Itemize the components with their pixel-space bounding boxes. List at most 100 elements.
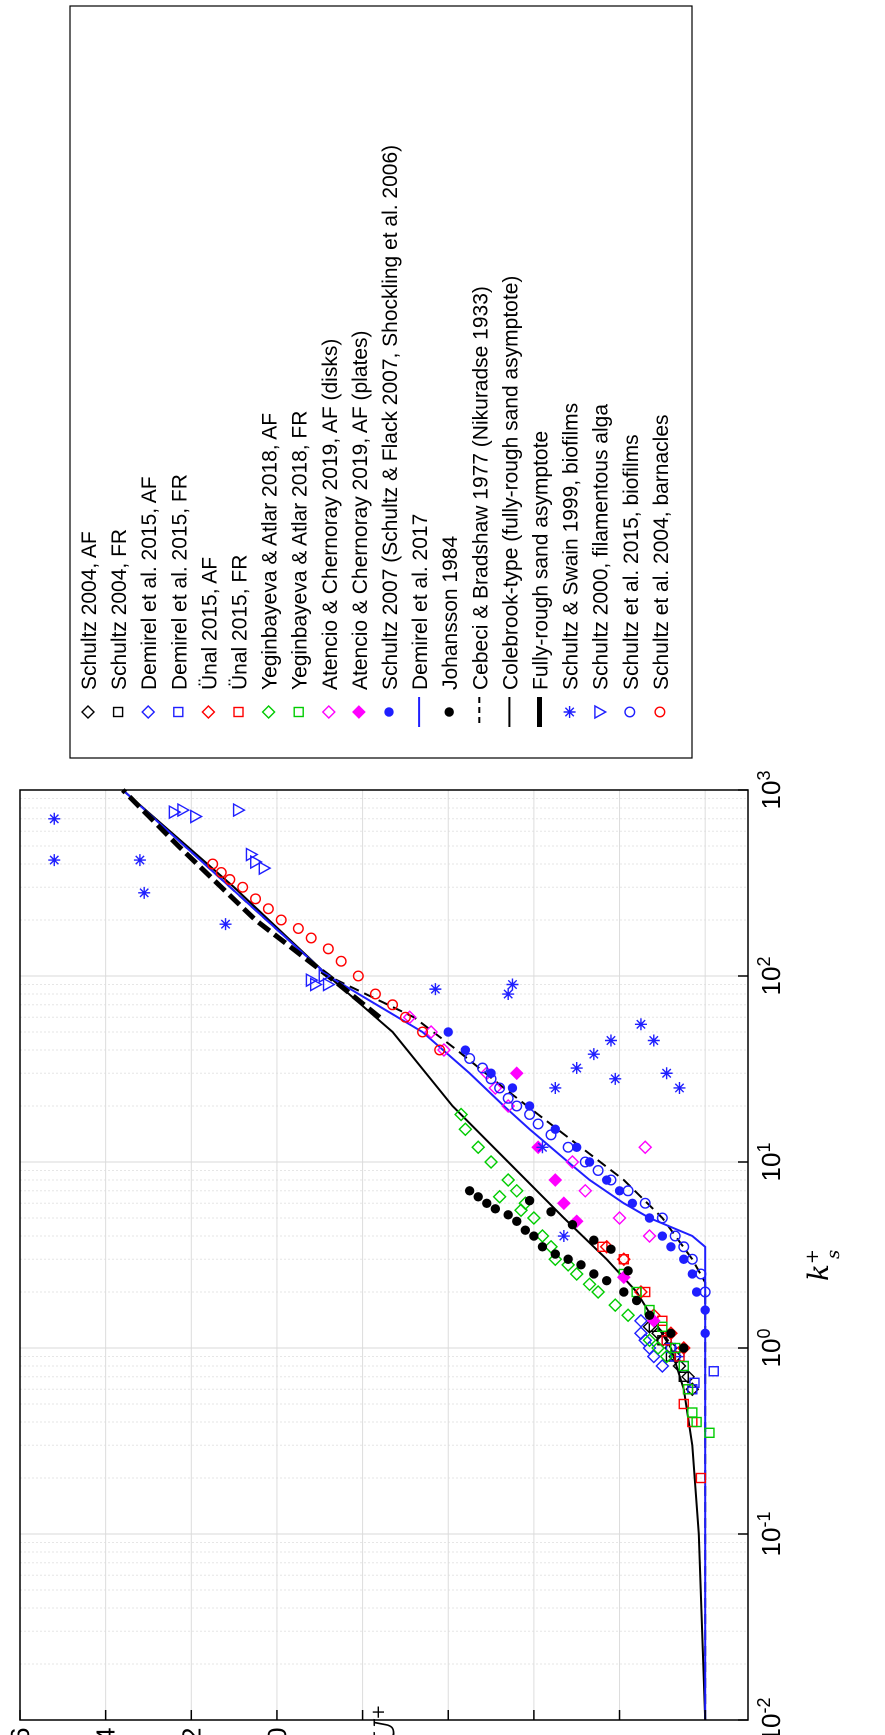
legend-label: Atencio & Chernoray 2019, AF (plates)	[349, 330, 372, 690]
data-point	[666, 1242, 676, 1252]
series-19	[207, 858, 446, 1056]
legend-label: Yeginbayeva & Atlar 2018, AF	[259, 413, 282, 690]
data-point	[614, 1186, 625, 1196]
data-point	[592, 1165, 604, 1177]
data-point	[605, 1174, 617, 1186]
data-point	[679, 1343, 689, 1353]
data-point	[436, 1043, 451, 1058]
data-point	[215, 867, 227, 879]
data-point	[633, 1313, 648, 1328]
data-point	[565, 1155, 580, 1169]
data-point	[587, 1048, 600, 1061]
data-point	[219, 918, 232, 931]
data-point	[458, 1122, 473, 1137]
data-point	[609, 1072, 622, 1085]
data-point	[627, 1198, 638, 1208]
x-tick-label: 100	[754, 1329, 786, 1368]
data-point	[691, 1287, 702, 1297]
legend-label: Fully-rough sand asymptote	[530, 431, 553, 690]
data-point	[492, 1189, 507, 1204]
data-point	[621, 1308, 636, 1323]
data-point	[570, 1062, 583, 1075]
y-tick-label: 10	[262, 1728, 292, 1735]
data-point	[557, 1196, 571, 1211]
data-point	[704, 1427, 715, 1439]
data-point	[532, 1118, 544, 1130]
data-point	[681, 1369, 696, 1384]
data-point	[549, 1081, 562, 1094]
data-point	[417, 1026, 429, 1038]
data-point	[484, 1155, 499, 1169]
data-point	[647, 1034, 660, 1047]
data-point	[644, 1310, 655, 1320]
data-point	[679, 1254, 689, 1264]
data-point	[669, 1230, 681, 1242]
data-point	[673, 1081, 686, 1094]
legend-marker	[81, 705, 95, 719]
x-axis-label: k+s	[802, 1249, 844, 1281]
data-point	[708, 1366, 719, 1377]
data-point	[572, 1142, 582, 1152]
data-point	[686, 1253, 698, 1265]
data-point	[443, 1027, 453, 1037]
data-point	[699, 1286, 711, 1298]
data-point	[434, 1044, 446, 1056]
data-point	[237, 881, 249, 893]
data-point	[695, 1268, 707, 1280]
legend-label: Schultz 2000, filamentous alga	[590, 404, 613, 690]
legend-marker	[293, 706, 304, 718]
data-point	[678, 1360, 689, 1372]
data-point	[678, 1371, 689, 1383]
data-point	[464, 1053, 476, 1065]
series-10	[443, 1027, 710, 1338]
data-point	[642, 1333, 657, 1348]
legend-marker	[444, 707, 454, 717]
data-point	[502, 988, 515, 1001]
legend: Schultz 2004, AF Schultz 2004, FR Demirel …	[69, 5, 693, 759]
legend-marker	[233, 706, 244, 718]
data-point	[545, 1129, 557, 1141]
data-point	[550, 1249, 560, 1259]
data-point	[631, 1295, 642, 1306]
data-point	[579, 1156, 591, 1168]
legend-label: Ünal 2015, FR	[229, 555, 252, 690]
legend-marker	[563, 706, 576, 718]
data-point	[678, 1241, 690, 1253]
data-point	[524, 1109, 536, 1121]
y-tick-label: 16	[5, 1728, 35, 1735]
data-point	[429, 983, 442, 996]
data-point	[511, 1100, 523, 1112]
data-point	[623, 1266, 633, 1276]
curve-thick-dashed	[121, 788, 382, 1020]
x-tick-label: 10-2	[754, 1698, 786, 1735]
curve-dashed	[122, 789, 707, 1720]
data-point	[661, 1335, 672, 1346]
data-point	[606, 1244, 616, 1254]
data-point	[589, 1235, 599, 1245]
data-point	[503, 1210, 513, 1220]
x-tick-label: 101	[754, 1143, 786, 1182]
legend-label: Demirel et al. 2017	[409, 514, 432, 690]
data-point	[604, 1034, 617, 1047]
data-point	[526, 1211, 541, 1225]
data-point	[133, 854, 146, 867]
data-point	[476, 1062, 488, 1074]
legend-label: Schultz et al. 2015, biofilms	[620, 434, 643, 690]
legend-label: Cebeci & Bradshaw 1977 (Nikuradse 1933)	[469, 286, 492, 690]
data-point	[578, 1183, 593, 1198]
data-point	[207, 858, 219, 870]
data-point	[657, 1231, 668, 1241]
data-point	[262, 903, 274, 915]
series-12	[464, 1186, 689, 1353]
data-point	[177, 802, 191, 818]
data-point	[638, 1333, 653, 1348]
data-point	[642, 1229, 657, 1244]
data-point	[687, 1269, 698, 1279]
legend-marker	[594, 704, 608, 720]
legend-marker	[624, 706, 636, 718]
legend-label: Schultz 2004, AF	[78, 531, 101, 690]
legend-box	[69, 5, 693, 759]
data-point	[535, 1229, 550, 1244]
data-point	[678, 1398, 689, 1410]
data-point	[250, 893, 262, 905]
